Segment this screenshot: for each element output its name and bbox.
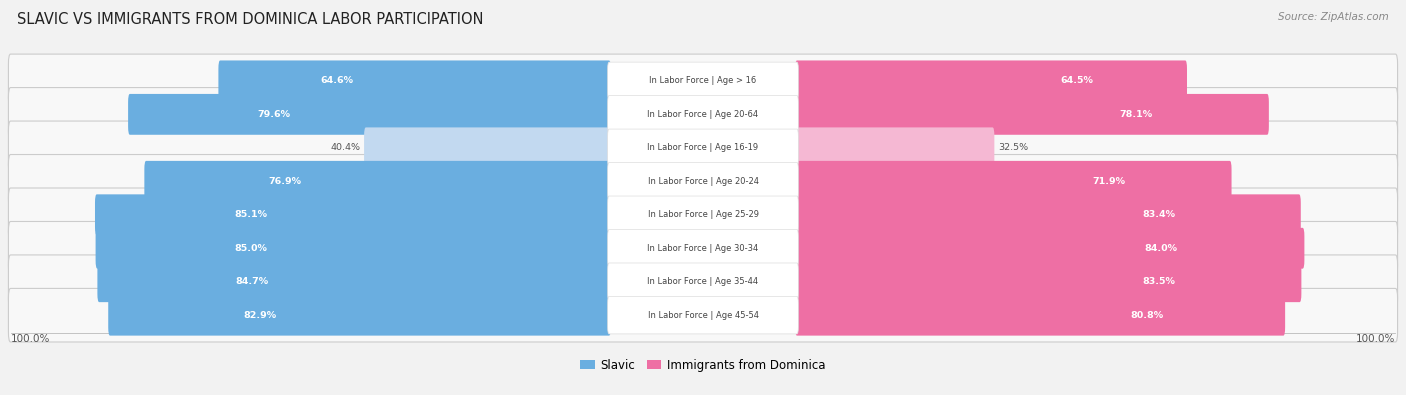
FancyBboxPatch shape [796,228,1305,269]
FancyBboxPatch shape [8,255,1398,308]
FancyBboxPatch shape [796,128,994,168]
FancyBboxPatch shape [8,222,1398,275]
FancyBboxPatch shape [796,60,1187,101]
FancyBboxPatch shape [128,94,610,135]
Text: 100.0%: 100.0% [10,334,49,344]
Text: In Labor Force | Age 16-19: In Labor Force | Age 16-19 [647,143,759,152]
FancyBboxPatch shape [607,196,799,233]
Legend: Slavic, Immigrants from Dominica: Slavic, Immigrants from Dominica [575,354,831,376]
FancyBboxPatch shape [8,54,1398,108]
Text: 100.0%: 100.0% [1357,334,1396,344]
Text: Source: ZipAtlas.com: Source: ZipAtlas.com [1278,12,1389,22]
Text: In Labor Force | Age 25-29: In Labor Force | Age 25-29 [648,210,758,219]
Text: In Labor Force | Age > 16: In Labor Force | Age > 16 [650,76,756,85]
Text: SLAVIC VS IMMIGRANTS FROM DOMINICA LABOR PARTICIPATION: SLAVIC VS IMMIGRANTS FROM DOMINICA LABOR… [17,12,484,27]
Text: 78.1%: 78.1% [1119,110,1152,119]
FancyBboxPatch shape [8,288,1398,342]
Text: 85.1%: 85.1% [233,210,267,219]
Text: 80.8%: 80.8% [1130,311,1164,320]
Text: 64.6%: 64.6% [321,76,353,85]
FancyBboxPatch shape [108,295,610,336]
Text: 84.7%: 84.7% [236,277,269,286]
Text: 84.0%: 84.0% [1144,244,1178,253]
FancyBboxPatch shape [96,194,610,235]
FancyBboxPatch shape [364,128,610,168]
Text: 32.5%: 32.5% [998,143,1028,152]
FancyBboxPatch shape [607,96,799,133]
Text: 79.6%: 79.6% [257,110,290,119]
Text: 76.9%: 76.9% [269,177,301,186]
Text: 40.4%: 40.4% [330,143,360,152]
FancyBboxPatch shape [796,194,1301,235]
FancyBboxPatch shape [607,297,799,334]
FancyBboxPatch shape [607,163,799,200]
FancyBboxPatch shape [8,88,1398,141]
FancyBboxPatch shape [607,62,799,100]
FancyBboxPatch shape [97,261,610,302]
Text: In Labor Force | Age 20-24: In Labor Force | Age 20-24 [648,177,758,186]
Text: 83.5%: 83.5% [1143,277,1175,286]
FancyBboxPatch shape [8,154,1398,208]
Text: In Labor Force | Age 45-54: In Labor Force | Age 45-54 [648,311,758,320]
Text: In Labor Force | Age 30-34: In Labor Force | Age 30-34 [647,244,759,253]
Text: In Labor Force | Age 20-64: In Labor Force | Age 20-64 [647,110,759,119]
FancyBboxPatch shape [607,129,799,167]
FancyBboxPatch shape [796,295,1285,336]
Text: 71.9%: 71.9% [1092,177,1125,186]
FancyBboxPatch shape [796,261,1302,302]
FancyBboxPatch shape [796,94,1268,135]
FancyBboxPatch shape [796,161,1232,202]
FancyBboxPatch shape [607,263,799,301]
Text: 83.4%: 83.4% [1142,210,1175,219]
FancyBboxPatch shape [607,229,799,267]
Text: 64.5%: 64.5% [1060,76,1092,85]
Text: In Labor Force | Age 35-44: In Labor Force | Age 35-44 [647,277,759,286]
Text: 85.0%: 85.0% [235,244,267,253]
FancyBboxPatch shape [96,228,610,269]
Text: 82.9%: 82.9% [243,311,276,320]
FancyBboxPatch shape [8,121,1398,175]
FancyBboxPatch shape [145,161,610,202]
FancyBboxPatch shape [8,188,1398,242]
FancyBboxPatch shape [218,60,610,101]
